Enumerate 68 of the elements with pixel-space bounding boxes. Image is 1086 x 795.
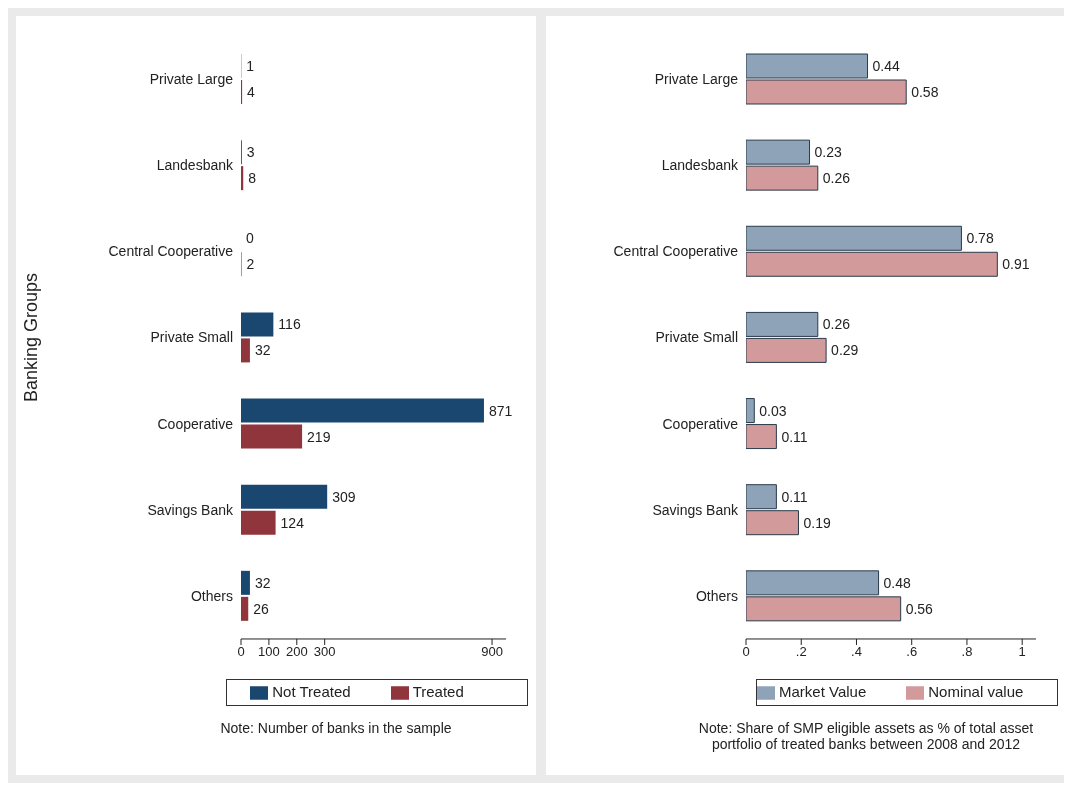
bar [241, 338, 250, 363]
data-label: 124 [280, 514, 305, 531]
data-label: 0.11 [781, 428, 808, 445]
y-tick-label: Private Small [655, 329, 738, 346]
data-label: 0.11 [781, 488, 808, 505]
bar [241, 484, 328, 509]
bar [241, 398, 484, 423]
y-axis-title: Banking Groups [21, 272, 42, 403]
y-tick-label: Cooperative [157, 415, 234, 432]
x-tick-label: .4 [851, 644, 862, 660]
bar [241, 596, 249, 621]
data-label: 0.26 [822, 170, 851, 187]
data-label: 0.29 [831, 342, 859, 359]
data-label: 0.58 [911, 84, 939, 100]
data-label: 0 [246, 230, 255, 247]
data-label: 1 [246, 58, 255, 74]
data-label: 0.48 [883, 574, 912, 591]
data-label: 26 [253, 600, 270, 617]
legend-label: Market Value [779, 682, 867, 700]
bar [241, 424, 303, 449]
data-label: 4 [247, 84, 256, 100]
text: Note: Share of SMP eligible assets as % of total asset portfolio of treated banks between 2008 and 2012 [697, 719, 1035, 752]
y-tick-label: Savings Bank [652, 501, 739, 518]
x-tick-label: 100 [258, 644, 280, 660]
y-tick-label: Cooperative [662, 415, 739, 432]
data-label: 32 [254, 574, 271, 591]
data-label: 0.56 [905, 600, 934, 617]
data-label: 0.26 [822, 316, 851, 333]
legend-label: Not Treated [272, 682, 351, 700]
bar [241, 510, 276, 535]
x-tick-label: .6 [906, 644, 918, 660]
x-tick-label: 900 [481, 644, 503, 660]
legend-label: Treated [412, 682, 464, 700]
bar [241, 570, 250, 595]
y-tick-label: Landesbank [661, 157, 739, 174]
x-tick-label: .2 [795, 644, 807, 660]
data-label: 0.03 [759, 402, 787, 419]
bar [241, 312, 274, 337]
data-label: 32 [254, 342, 271, 359]
data-label: 309 [332, 488, 356, 505]
data-label: 0.44 [872, 58, 900, 74]
data-label: 3 [246, 144, 255, 161]
text: Note: Number of banks in the sample [219, 719, 453, 736]
y-tick-label: Savings Bank [147, 501, 234, 518]
x-tick-label: 0 [237, 644, 245, 660]
x-tick-label: .8 [961, 644, 973, 660]
data-label: 116 [278, 316, 301, 333]
data-label: 0.23 [814, 144, 842, 161]
data-label: 2 [246, 256, 255, 273]
y-tick-label: Private Small [150, 329, 233, 346]
legend-label: Nominal value [928, 682, 1024, 700]
y-tick-label: Landesbank [156, 157, 234, 174]
y-tick-label: Private Large [149, 71, 234, 88]
data-label: 0.19 [803, 514, 831, 531]
data-label: 0.91 [1002, 256, 1030, 273]
x-tick-label: 1 [1018, 644, 1026, 660]
data-label: 0.78 [966, 230, 994, 247]
x-tick-label: 200 [285, 644, 308, 660]
data-label: 219 [307, 428, 331, 445]
data-label: 871 [488, 402, 513, 419]
x-tick-label: 300 [313, 644, 336, 660]
x-tick-label: 0 [742, 644, 750, 660]
y-tick-label: Central Cooperative [613, 243, 739, 260]
data-label: 8 [248, 170, 257, 187]
y-tick-label: Others [190, 587, 233, 604]
y-tick-label: Central Cooperative [108, 243, 234, 260]
y-tick-label: Others [695, 587, 738, 604]
y-tick-label: Private Large [654, 71, 739, 88]
